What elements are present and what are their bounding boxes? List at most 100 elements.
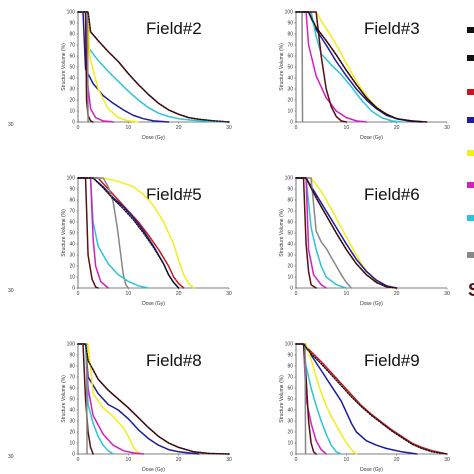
clipped-x-tick-label: 30 — [8, 288, 14, 294]
legend-swatch — [467, 117, 474, 123]
y-tick-label: 70 — [69, 43, 75, 49]
x-tick-label: 10 — [126, 457, 132, 463]
y-tick-label: 90 — [287, 187, 293, 193]
series-line-yellow — [77, 177, 195, 289]
series-line-magenta — [295, 177, 327, 289]
x-tick-label: 30 — [226, 125, 232, 131]
y-tick-label: 70 — [287, 375, 293, 381]
x-tick-label: 10 — [344, 457, 350, 463]
series-line-cyan — [77, 11, 230, 123]
y-tick-label: 50 — [69, 231, 75, 237]
panel-2: Field#3 0 10 20 30 40 50 60 70 80 90 100 0 10 20 30 Dose… — [279, 10, 450, 141]
series-line-gray — [295, 11, 304, 123]
series-line-maroon — [295, 11, 348, 123]
y-tick-label: 90 — [69, 187, 75, 193]
y-tick-label: 0 — [72, 120, 75, 126]
y-tick-label: 100 — [67, 10, 76, 16]
y-tick-label: 10 — [287, 441, 293, 447]
y-tick-label: 50 — [69, 397, 75, 403]
x-axis-label: Dose (Gy) — [142, 467, 165, 473]
y-tick-label: 70 — [69, 209, 75, 215]
y-tick-label: 80 — [69, 364, 75, 370]
y-tick-label: 30 — [69, 253, 75, 259]
series-line-red — [295, 343, 448, 455]
series-line-yellow — [295, 343, 358, 455]
y-tick-label: 0 — [290, 286, 293, 292]
y-tick-label: 70 — [287, 209, 293, 215]
y-tick-label: 90 — [287, 21, 293, 27]
x-tick-label: 30 — [444, 291, 450, 297]
panel-title: Field#6 — [364, 185, 420, 204]
x-tick-label: 10 — [344, 291, 350, 297]
y-tick-label: 40 — [69, 242, 75, 248]
y-tick-label: 40 — [69, 408, 75, 414]
legend-swatch — [467, 182, 474, 188]
y-tick-label: 20 — [69, 264, 75, 270]
y-tick-label: 20 — [287, 98, 293, 104]
y-tick-label: 60 — [69, 220, 75, 226]
clipped-x-tick-label: 30 — [8, 122, 14, 128]
y-tick-label: 90 — [287, 353, 293, 359]
panel-title: Field#3 — [364, 19, 420, 38]
y-tick-label: 60 — [69, 54, 75, 60]
x-tick-label: 10 — [344, 125, 350, 131]
y-tick-label: 100 — [285, 342, 294, 348]
y-tick-label: 80 — [287, 32, 293, 38]
series-line-magenta — [295, 11, 368, 123]
series-line-red — [77, 177, 185, 289]
panel-title: Field#2 — [146, 19, 202, 38]
series-line-black-dotted — [77, 343, 230, 455]
x-tick-label: 10 — [126, 125, 132, 131]
y-tick-label: 40 — [69, 76, 75, 82]
legend-swatch — [467, 55, 474, 61]
panel-1: Field#2 0 10 20 30 40 50 60 70 80 90 100 0 10 20 30 Dose… — [61, 10, 232, 141]
y-tick-label: 30 — [287, 419, 293, 425]
y-tick-label: 90 — [69, 353, 75, 359]
y-tick-label: 60 — [287, 386, 293, 392]
y-tick-label: 70 — [69, 375, 75, 381]
x-tick-label: 20 — [176, 291, 182, 297]
y-tick-label: 80 — [69, 32, 75, 38]
x-axis-label: Dose (Gy) — [360, 135, 383, 141]
y-axis-label: Structure Volume (%) — [279, 209, 285, 257]
legend-swatch — [467, 27, 474, 33]
y-axis-label: Structure Volume (%) — [61, 375, 67, 423]
y-tick-label: 80 — [287, 364, 293, 370]
x-tick-label: 0 — [77, 457, 80, 463]
panel-3: Field#5 0 10 20 30 40 50 60 70 80 90 100 0 10 20 30 Dose… — [61, 176, 232, 307]
y-tick-label: 0 — [290, 452, 293, 458]
y-tick-label: 50 — [287, 397, 293, 403]
legend-swatch — [467, 215, 474, 221]
series-line-blue — [77, 11, 170, 123]
y-tick-label: 0 — [72, 452, 75, 458]
y-tick-label: 0 — [290, 120, 293, 126]
y-tick-label: 100 — [285, 10, 294, 16]
y-tick-label: 50 — [287, 65, 293, 71]
y-tick-label: 10 — [69, 109, 75, 115]
series-line-cyan — [295, 11, 403, 123]
y-tick-label: 60 — [287, 220, 293, 226]
y-tick-label: 40 — [287, 76, 293, 82]
series-line-magenta — [77, 177, 109, 289]
y-tick-label: 10 — [287, 109, 293, 115]
panel-4: Field#6 0 10 20 30 40 50 60 70 80 90 100 0 10 20 30 Dose… — [279, 176, 450, 307]
clipped-x-tick-label: 30 — [8, 454, 14, 460]
y-axis-label: Structure Volume (%) — [279, 43, 285, 91]
x-tick-label: 0 — [295, 291, 298, 297]
x-tick-label: 0 — [77, 291, 80, 297]
series-line-gray — [77, 177, 130, 289]
y-tick-label: 100 — [67, 342, 76, 348]
series-line-cyan — [295, 343, 343, 455]
y-tick-label: 20 — [69, 98, 75, 104]
x-axis-label: Dose (Gy) — [360, 301, 383, 307]
y-tick-label: 40 — [287, 242, 293, 248]
y-tick-label: 50 — [287, 231, 293, 237]
y-tick-label: 80 — [69, 198, 75, 204]
y-tick-label: 80 — [287, 198, 293, 204]
x-tick-label: 20 — [394, 457, 400, 463]
panel-title: Field#8 — [146, 351, 202, 370]
legend-swatch — [467, 89, 474, 95]
x-tick-label: 0 — [295, 457, 298, 463]
series-line-blue — [295, 343, 418, 455]
